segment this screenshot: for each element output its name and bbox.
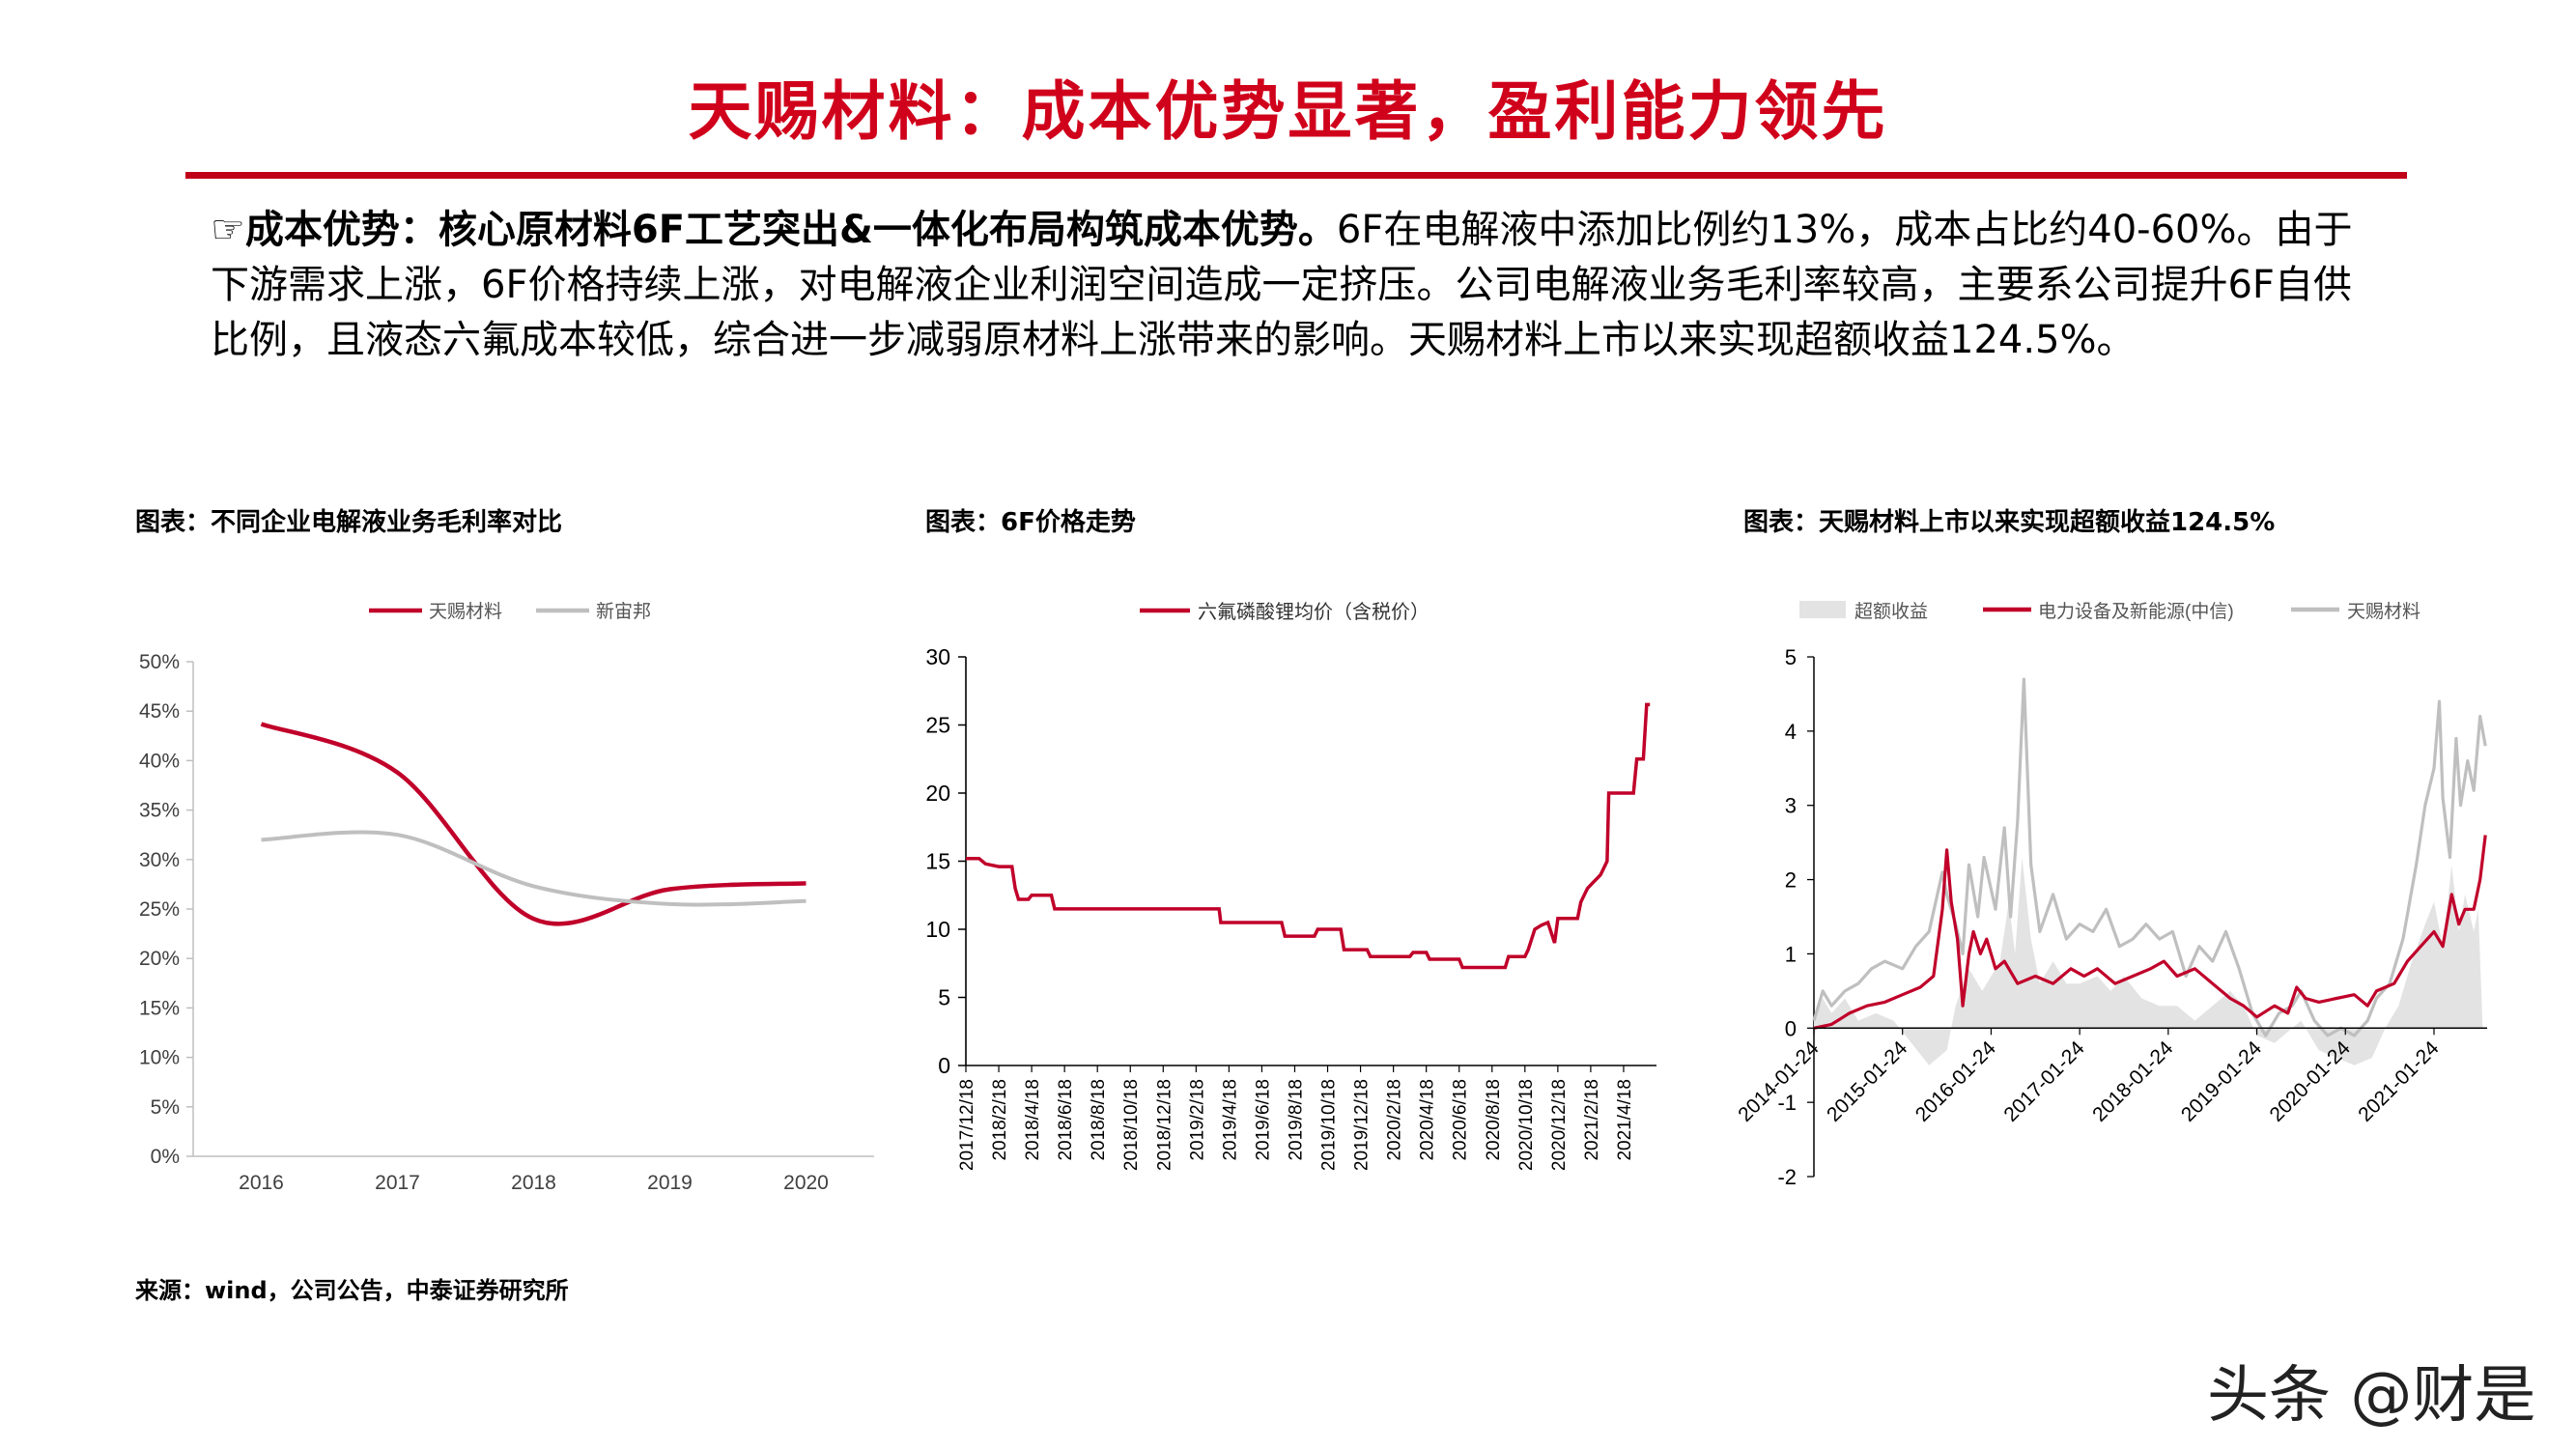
series-line-lipf6-price (966, 702, 1651, 970)
fig2-title: 图表：6F价格走势 (925, 508, 1136, 537)
data-point (805, 881, 808, 885)
y-tick-label: 50% (139, 651, 180, 673)
x-tick-label: 2018/4/18 (1023, 1079, 1043, 1161)
page-title: 天赐材料：成本优势显著，盈利能力领先 (688, 73, 1888, 149)
data-point (668, 902, 672, 906)
summary-body: 6F在电解液中添加比例约13%，成本占比约40-60%。由于下游需求上涨，6F价… (211, 208, 2353, 362)
x-tick-label: 2019/10/18 (1319, 1079, 1340, 1171)
fig3-title: 图表：天赐材料上市以来实现超额收益124.5% (1743, 508, 2276, 537)
y-tick-label: 0 (1785, 1016, 1797, 1040)
y-tick-label: 40% (139, 750, 180, 772)
x-tick-label: 2018/2/18 (990, 1079, 1010, 1161)
y-tick-label: 35% (139, 800, 180, 822)
data-point (805, 899, 808, 903)
y-tick-label: 4 (1785, 720, 1797, 744)
x-tick-label: 2020/10/18 (1516, 1079, 1537, 1171)
y-tick-label: 10 (925, 917, 950, 942)
x-tick-label: 2018/6/18 (1056, 1079, 1076, 1161)
y-tick-label: 20% (139, 948, 180, 970)
lipf6-price-chart: 0 5 10 15 20 25 30 2017/12/18 2018/2/18 2018/4/18… (925, 601, 1656, 1171)
data-point (532, 917, 536, 921)
series-line-tinci (260, 722, 807, 926)
y-tick-label: 1 (1785, 942, 1797, 966)
x-tick-label: 2019/12/18 (1352, 1079, 1373, 1171)
series-line-power-equipment-index (1813, 835, 2487, 1030)
title-divider (185, 172, 2407, 179)
legend-label: 超额收益 (1854, 601, 1928, 622)
y-tick-label: 30 (925, 644, 950, 669)
legend-label: 新宙邦 (596, 601, 651, 622)
x-tick-label: 2019 (647, 1172, 693, 1194)
data-point (532, 884, 536, 888)
y-tick-label: 0% (151, 1146, 180, 1168)
x-tick-label: 2017/12/18 (957, 1079, 977, 1171)
y-tick-label: 10% (139, 1047, 180, 1069)
x-tick-label: 2018/8/18 (1089, 1079, 1109, 1161)
legend-label: 六氟磷酸锂均价（含税价） (1198, 601, 1430, 623)
x-tick-label: 2017-01-24 (1999, 1037, 2088, 1125)
series-line-tinci (1812, 677, 2487, 1037)
x-tick-label: 2020/6/18 (1451, 1079, 1471, 1161)
x-tick-label: 2020-01-24 (2266, 1037, 2355, 1125)
x-tick-label: 2016 (239, 1172, 284, 1194)
y-tick-label: 25 (925, 713, 950, 738)
summary-paragraph: ☞成本优势：核心原材料6F工艺突出&一体化布局构筑成本优势。6F在电解液中添加比… (211, 203, 2374, 368)
x-tick-label: 2020/8/18 (1484, 1079, 1504, 1161)
x-tick-label: 2020/12/18 (1549, 1079, 1570, 1171)
y-tick-label: 0 (938, 1053, 950, 1078)
y-tick-label: 45% (139, 700, 180, 723)
x-tick-label: 2021/2/18 (1582, 1079, 1602, 1161)
legend-swatch (1799, 601, 1846, 618)
x-tick-label: 2018-01-24 (2088, 1037, 2177, 1125)
y-tick-label: 3 (1785, 794, 1797, 818)
data-point (260, 838, 264, 841)
data-point (396, 833, 400, 837)
x-tick-label: 2020/4/18 (1418, 1079, 1438, 1161)
legend-label: 天赐材料 (2347, 601, 2420, 622)
y-tick-label: 5 (938, 985, 950, 1010)
x-tick-label: 2021/4/18 (1615, 1079, 1635, 1161)
series-line-xinzhoubang (261, 830, 807, 907)
summary-lead: ☞成本优势：核心原材料6F工艺突出&一体化布局构筑成本优势。 (211, 208, 1337, 252)
legend-label: 天赐材料 (429, 601, 502, 622)
x-tick-label: 2018 (511, 1172, 556, 1194)
y-tick-label: 5 (1785, 645, 1797, 669)
source-note: 来源：wind，公司公告，中泰证券研究所 (135, 1277, 569, 1304)
y-tick-label: -2 (1777, 1165, 1797, 1189)
x-tick-label: 2019/8/18 (1286, 1079, 1306, 1161)
x-tick-label: 2015-01-24 (1823, 1037, 1911, 1125)
watermark: 头条 @财是 (2207, 1360, 2536, 1432)
x-tick-label: 2018/10/18 (1121, 1079, 1142, 1171)
x-tick-label: 2020 (783, 1172, 829, 1194)
data-point (396, 771, 400, 775)
y-tick-label: 5% (151, 1096, 180, 1119)
y-tick-label: 30% (139, 849, 180, 871)
series-area-excess-return (1814, 857, 2483, 1065)
y-tick-label: 25% (139, 898, 180, 921)
fig1-title: 图表：不同企业电解液业务毛利率对比 (135, 508, 563, 537)
legend-label: 电力设备及新能源(中信) (2038, 601, 2234, 622)
x-tick-label: 2019/6/18 (1253, 1079, 1273, 1161)
x-tick-label: 2019-01-24 (2177, 1037, 2266, 1125)
y-tick-label: 15 (925, 849, 950, 874)
x-tick-label: 2018/12/18 (1154, 1079, 1175, 1171)
y-tick-label: 20 (925, 781, 950, 806)
y-tick-label: 2 (1785, 868, 1797, 893)
data-point (260, 723, 264, 726)
x-tick-label: 2019/4/18 (1220, 1079, 1240, 1161)
x-tick-label: 2019/2/18 (1187, 1079, 1207, 1161)
y-tick-label: -1 (1777, 1091, 1797, 1115)
y-tick-label: 15% (139, 997, 180, 1019)
x-tick-label: 2020/2/18 (1385, 1079, 1405, 1161)
data-point (668, 888, 672, 892)
x-tick-label: 2017 (375, 1172, 420, 1194)
margin-comparison-chart: 0% 5% 10% 15% 20% 25% 30% 35% 40% 45% 50% 2016 2017 2… (139, 601, 874, 1194)
